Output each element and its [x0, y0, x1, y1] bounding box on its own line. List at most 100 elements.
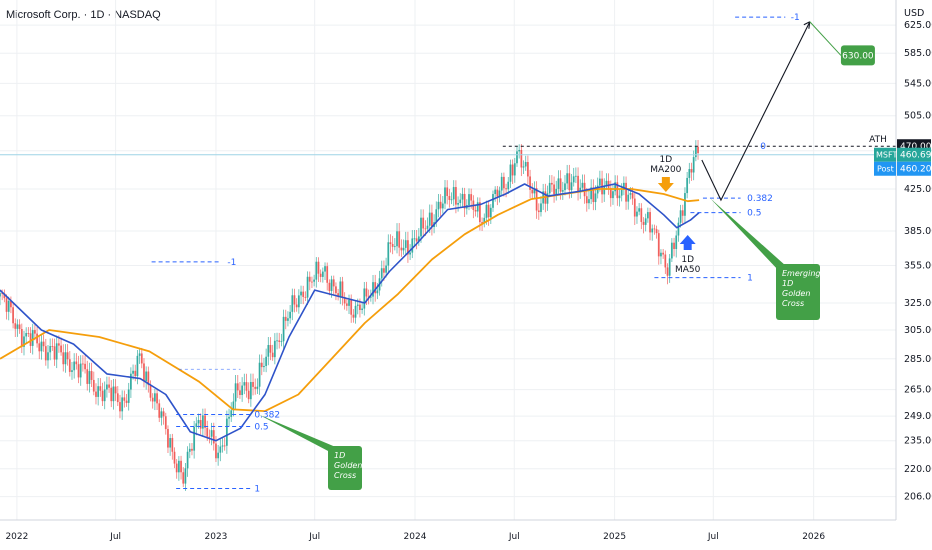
candle-body	[206, 427, 209, 437]
candle-body	[363, 288, 366, 309]
candle-body	[677, 222, 680, 236]
fib-level-label: 0.5	[254, 423, 268, 433]
candle-body	[588, 199, 590, 204]
candle-body	[409, 252, 411, 255]
candle-body	[1, 293, 4, 294]
candle-body	[51, 346, 54, 347]
candle-body	[574, 175, 577, 177]
candle-body	[400, 247, 403, 251]
candle-body	[280, 341, 283, 343]
candle-body	[411, 238, 414, 253]
candle-body	[452, 187, 455, 200]
candle-body	[383, 268, 385, 273]
candle-body	[428, 212, 431, 226]
candle-body	[598, 178, 601, 186]
candle-body	[201, 415, 204, 429]
candle-body	[247, 390, 250, 400]
candle-body	[668, 258, 671, 276]
candle-body	[431, 212, 433, 227]
candle-body	[612, 191, 614, 199]
emerging-cross-pointer	[710, 198, 786, 272]
candle-body	[463, 193, 466, 209]
candle-body	[526, 162, 529, 177]
candle-body	[675, 235, 678, 249]
candle-body	[518, 149, 521, 152]
candle-body	[36, 333, 38, 344]
candle-body	[86, 369, 89, 384]
candle-body	[585, 196, 588, 204]
candle-body	[437, 201, 440, 210]
candle-body	[324, 266, 326, 272]
candle-body	[662, 252, 665, 255]
candle-body	[31, 330, 34, 346]
candle-body	[156, 393, 158, 404]
price-tag-label: 460.20	[900, 165, 932, 175]
candle-body	[404, 240, 407, 248]
candle-body	[20, 329, 23, 347]
candle-body	[385, 265, 388, 273]
candle-body	[413, 238, 416, 240]
candle-body	[633, 198, 636, 217]
fib-level-label: -1	[791, 13, 800, 23]
candle-body	[269, 345, 272, 353]
candle-body	[568, 173, 571, 191]
candle-body	[315, 261, 318, 280]
candle-body	[513, 163, 516, 176]
y-tick-label: 625.00	[904, 20, 932, 31]
y-tick-label: 285.00	[904, 354, 932, 365]
candle-body	[175, 463, 178, 473]
candle-body	[182, 472, 185, 484]
candle-body	[559, 178, 562, 192]
candle-body	[149, 385, 152, 398]
candle-body	[594, 193, 597, 203]
candle-body	[27, 333, 30, 334]
candle-body	[365, 288, 368, 297]
candle-body	[38, 343, 41, 352]
ma50-arrow	[679, 235, 696, 250]
price-tag-label: 470.00	[900, 142, 932, 152]
ma50-label: 1D MA50	[675, 255, 701, 275]
candle-body	[254, 386, 257, 389]
candle-body	[97, 386, 100, 397]
candle-body	[158, 403, 161, 418]
candle-body	[422, 217, 425, 229]
candle-body	[219, 446, 222, 453]
candle-body	[417, 236, 420, 242]
candle-body	[47, 352, 49, 361]
candle-body	[199, 420, 202, 429]
target-label: 630.00	[842, 51, 874, 61]
candle-body	[550, 182, 553, 185]
candle-body	[620, 189, 623, 196]
candle-body	[614, 182, 617, 192]
candle-body	[548, 182, 551, 194]
candle-body	[690, 169, 693, 173]
x-tick-label: 2024	[404, 532, 427, 542]
ma50-line	[0, 183, 700, 442]
candle-body	[234, 383, 237, 402]
x-tick-label: 2025	[603, 532, 626, 542]
candle-body	[590, 187, 593, 200]
candle-body	[649, 212, 651, 233]
candle-body	[105, 384, 108, 390]
candle-body	[68, 359, 71, 372]
x-tick-label: 2023	[205, 532, 228, 542]
candle-body	[489, 207, 492, 218]
candle-body	[657, 233, 660, 257]
candle-body	[147, 371, 150, 386]
candle-body	[34, 330, 36, 334]
candle-body	[350, 299, 353, 315]
candles-layer	[0, 139, 699, 491]
candle-body	[439, 201, 442, 209]
y-tick-label: 385.00	[904, 226, 932, 237]
candle-body	[29, 333, 32, 346]
candle-body	[136, 355, 139, 377]
candle-body	[153, 393, 156, 402]
candle-body	[581, 182, 584, 188]
candle-body	[236, 383, 239, 391]
candle-body	[110, 387, 113, 402]
candle-body	[256, 386, 259, 389]
candle-body	[64, 352, 67, 365]
candle-body	[317, 261, 320, 274]
